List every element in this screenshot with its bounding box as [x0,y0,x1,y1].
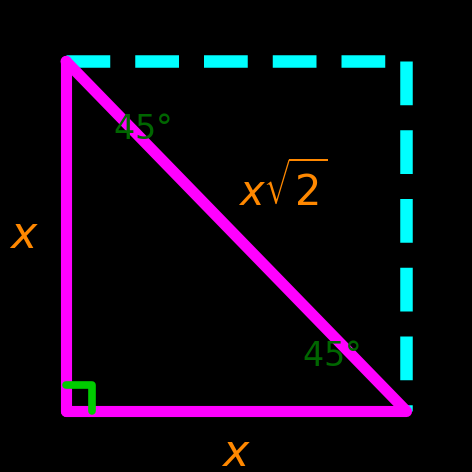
Text: $x\sqrt{2}$: $x\sqrt{2}$ [238,162,328,215]
Text: $45°$: $45°$ [302,340,360,373]
Text: $x$: $x$ [221,431,251,472]
Text: $x$: $x$ [8,214,39,258]
Text: $45°$: $45°$ [113,113,171,146]
